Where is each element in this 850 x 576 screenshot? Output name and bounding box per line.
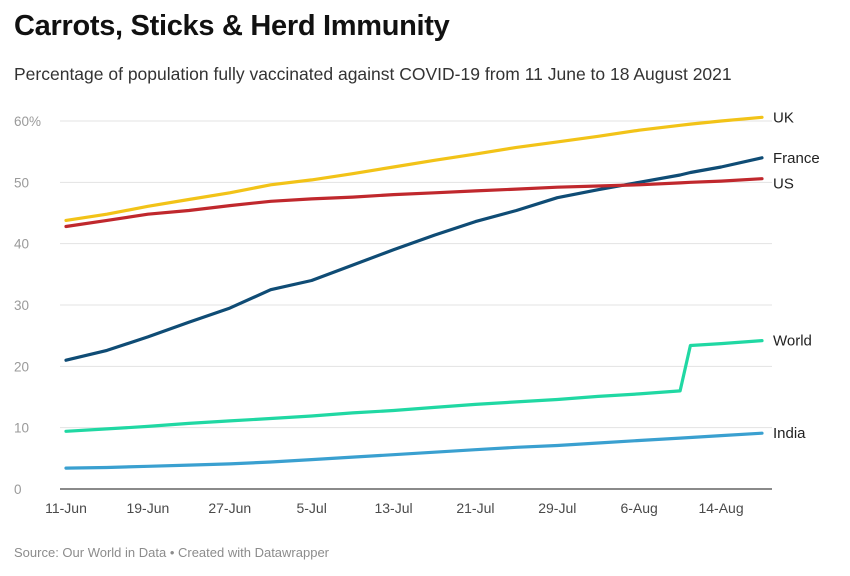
series-labels: UK France US World India [773,109,820,442]
y-tick-label: 30 [14,298,29,313]
series-line-france [64,156,764,362]
x-tick-label: 5-Jul [296,500,326,516]
x-tick-label: 27-Jun [208,500,251,516]
y-tick-label: 10 [14,421,29,436]
series-label-us: US [773,176,794,193]
x-tick-label: 21-Jul [456,500,494,516]
series-line-world [64,339,764,433]
y-tick-label: 20 [14,359,29,374]
y-tick-label: 50 [14,175,29,190]
series-line-uk [64,115,764,222]
chart-title: Carrots, Sticks & Herd Immunity [14,10,450,42]
series-label-uk: UK [773,109,794,126]
series-lines [64,115,764,470]
y-tick-label: 0 [14,482,22,497]
series-line-india [64,431,764,470]
x-tick-label: 13-Jul [374,500,412,516]
x-tick-label: 6-Aug [620,500,657,516]
x-tick-label: 14-Aug [698,500,743,516]
x-tick-label: 19-Jun [126,500,169,516]
series-line-us [64,177,764,229]
source-note: Source: Our World in Data • Created with… [14,545,330,560]
y-tick-label: 40 [14,237,29,252]
series-label-france: France [773,150,820,167]
x-tick-label: 29-Jul [538,500,576,516]
x-tick-label: 11-Jun [45,500,87,516]
y-tick-label: 60% [14,114,41,129]
series-label-world: World [773,333,812,350]
series-label-india: India [773,425,806,442]
chart-subtitle: Percentage of population fully vaccinate… [14,64,732,84]
x-axis-ticks: 11-Jun 19-Jun 27-Jun 5-Jul 13-Jul 21-Jul 29-Ju… [45,500,744,516]
grid-lines [60,120,772,490]
y-axis-ticks: 60% 50 40 30 20 10 0 [14,114,41,497]
line-chart: 60% 50 40 30 20 10 0 11-Jun 19-Jun 27-Jun 5-Jul 13… [14,109,820,516]
